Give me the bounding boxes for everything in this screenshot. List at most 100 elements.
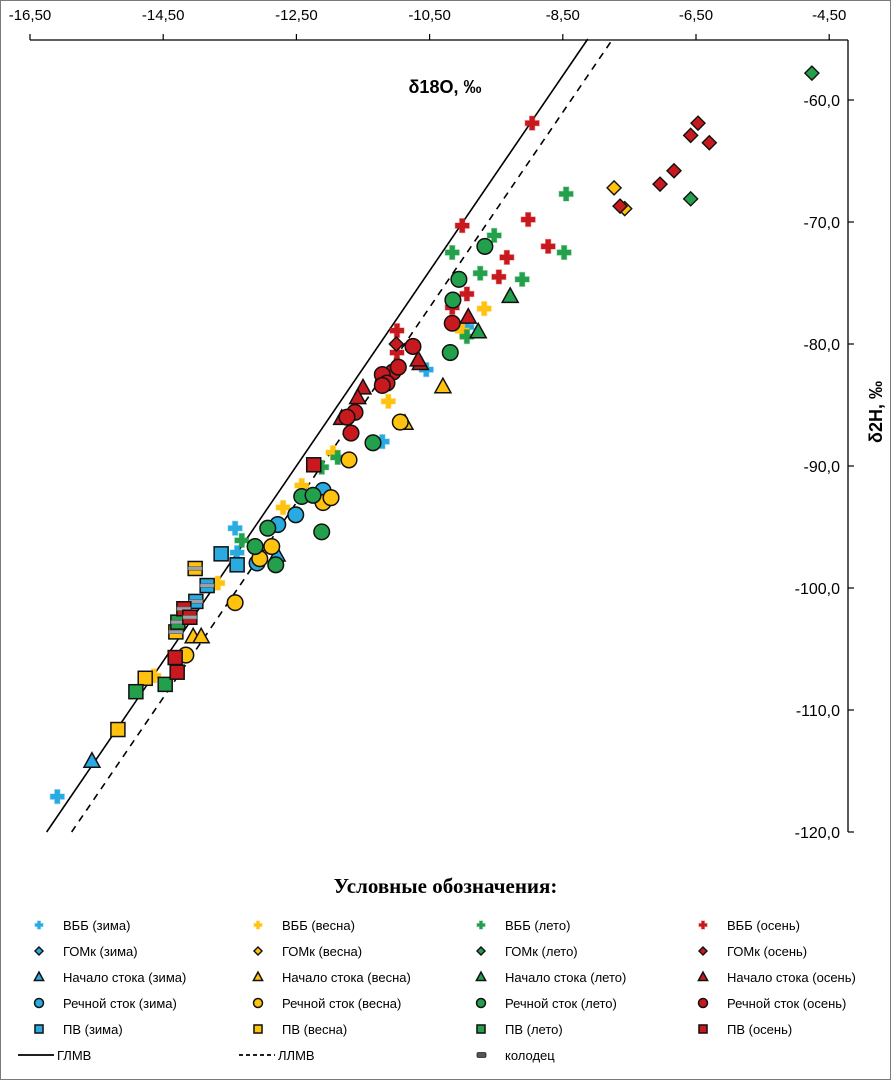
- legend-item: Речной сток (весна): [252, 993, 401, 1013]
- data-point: [443, 314, 461, 332]
- data-point: [459, 329, 475, 345]
- data-point: [348, 387, 367, 405]
- legend-item: ВББ (весна): [252, 915, 355, 935]
- well-stripe: [182, 615, 198, 620]
- legend-solid-line-icon: [18, 1054, 54, 1056]
- data-point: [229, 557, 245, 573]
- data-point: [275, 499, 291, 516]
- legend-label: Начало стока (осень): [727, 969, 856, 985]
- series-2: [234, 186, 574, 549]
- legend-item: колодец: [475, 1045, 555, 1065]
- data-point: [364, 434, 382, 452]
- data-point: [234, 532, 250, 549]
- legend-label: Речной сток (лето): [505, 995, 617, 1011]
- data-point: [486, 227, 502, 244]
- data-point: [389, 358, 407, 376]
- legend-marker: [252, 970, 264, 982]
- legend-label: колодец: [505, 1047, 555, 1063]
- gmwl-line: [45, 38, 589, 833]
- legend-marker: [697, 970, 709, 982]
- data-point: [128, 683, 144, 700]
- legend-item: ЛЛМВ: [238, 1045, 315, 1065]
- legend-item: Начало стока (весна): [252, 967, 411, 987]
- y-tick-label: -80,0: [804, 337, 841, 354]
- data-point: [226, 594, 244, 612]
- data-point: [682, 190, 699, 207]
- x-tick-label: -6,50: [679, 7, 713, 24]
- x-tick-label: -12,50: [275, 7, 318, 24]
- y-tick-label: -110,0: [796, 703, 840, 720]
- legend-marker: [697, 945, 709, 957]
- data-point: [606, 179, 623, 196]
- data-point: [342, 424, 360, 442]
- legend-label: ВББ (весна): [282, 917, 355, 933]
- legend-label: ЛЛМВ: [278, 1047, 315, 1063]
- series-19: [167, 457, 322, 680]
- data-point: [263, 537, 281, 556]
- scatter-plot: -16,50 -14,50 -12,50 -10,50 -8,50 -6,50 -4,50 -…: [9, 7, 886, 842]
- data-point: [169, 664, 185, 680]
- legend-marker: [253, 1024, 263, 1034]
- legend-item: Начало стока (зима): [33, 967, 186, 987]
- legend-label: ПВ (зима): [63, 1021, 123, 1037]
- legend-item: Речной сток (лето): [475, 993, 617, 1013]
- data-point: [313, 523, 331, 541]
- legend-marker: [475, 945, 487, 957]
- data-point: [340, 451, 358, 469]
- legend-item: Начало стока (лето): [475, 967, 626, 987]
- data-point: [690, 115, 706, 132]
- legend-marker: [33, 970, 45, 982]
- y-tick-label: -100,0: [795, 581, 840, 598]
- series-15: [338, 314, 461, 442]
- data-point: [404, 337, 422, 355]
- legend-label: Речной сток (весна): [282, 995, 402, 1011]
- lmwl-line: [70, 38, 614, 833]
- legend-label: ГОМк (лето): [505, 943, 578, 959]
- x-tick-label: -8,50: [546, 7, 580, 24]
- legend-marker: [34, 1024, 44, 1034]
- legend-marker: [33, 945, 45, 957]
- data-point: [191, 626, 211, 644]
- x-tick-label: -16,50: [9, 7, 52, 24]
- series-10: [468, 286, 520, 339]
- legend-square-icon: [34, 1024, 44, 1034]
- legend-marker: [253, 920, 263, 930]
- data-point: [304, 486, 322, 504]
- legend-item: ГОМк (лето): [475, 941, 578, 961]
- data-point: [110, 721, 126, 738]
- legend-plus-icon: [698, 920, 708, 930]
- data-point: [666, 162, 683, 179]
- data-point: [409, 349, 428, 367]
- legend-dashed-line-icon: [239, 1054, 275, 1056]
- data-point: [338, 408, 356, 426]
- data-point: [391, 413, 409, 431]
- legend-label: Начало стока (зима): [63, 969, 187, 985]
- legend-square-icon: [698, 1024, 708, 1034]
- legend-triangle-icon: [252, 970, 264, 982]
- data-point: [246, 537, 264, 556]
- legend-item: ПВ (зима): [33, 1019, 123, 1039]
- data-point: [612, 198, 629, 215]
- data-point: [322, 489, 340, 507]
- data-point: [82, 751, 102, 768]
- y-tick-label: -120,0: [795, 825, 840, 842]
- data-point: [433, 376, 453, 394]
- data-point: [459, 286, 475, 302]
- legend-marker: [34, 920, 44, 930]
- legend-diamond-icon: [252, 945, 264, 957]
- x-tick-label: -10,50: [408, 7, 451, 24]
- legend-plus-icon: [34, 920, 44, 930]
- series-18: [128, 614, 186, 700]
- series-14: [246, 237, 494, 574]
- legend-marker: [697, 997, 709, 1009]
- data-point: [520, 211, 536, 228]
- legend-label: Начало стока (весна): [282, 969, 411, 985]
- legend-label: ГОМк (осень): [727, 943, 808, 959]
- data-point: [454, 218, 470, 234]
- legend-item: Речной сток (зима): [33, 993, 177, 1013]
- legend-marker: [698, 920, 708, 930]
- data-point: [388, 336, 405, 352]
- data-point: [468, 321, 488, 339]
- series-16: [188, 546, 245, 610]
- legend-label: ГОМк (весна): [282, 943, 363, 959]
